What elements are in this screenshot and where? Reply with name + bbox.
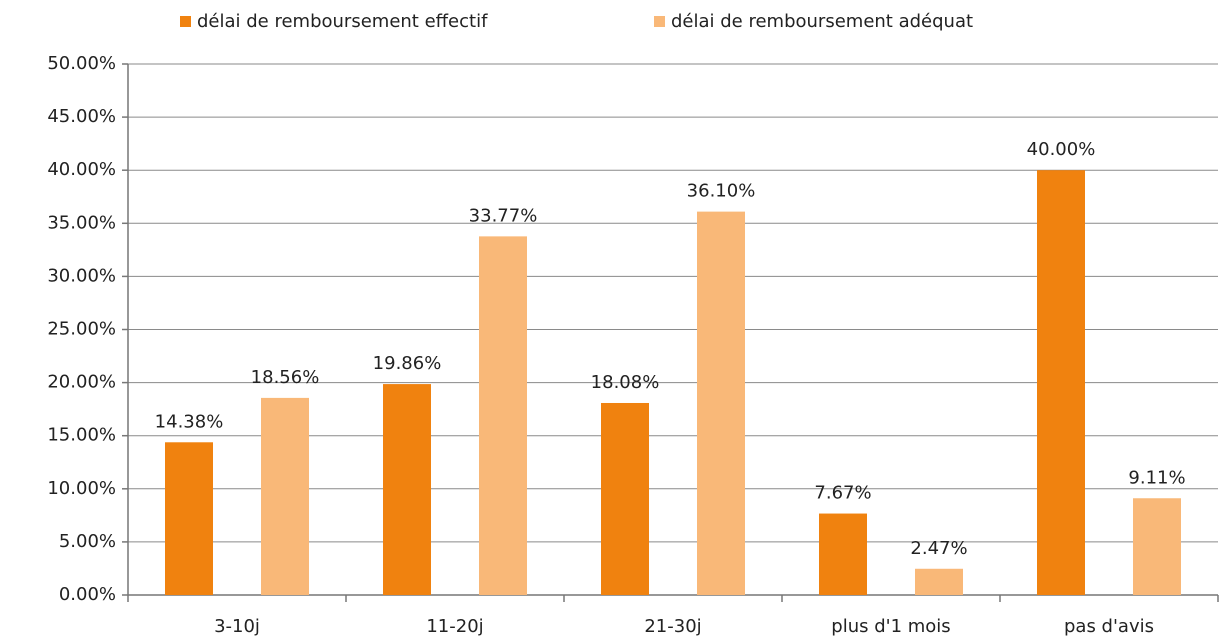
legend-label: délai de remboursement adéquat (671, 11, 973, 32)
value-label: 18.56% (251, 367, 320, 388)
x-tick-label: 3-10j (214, 616, 260, 637)
x-tick-label: pas d'avis (1064, 616, 1154, 637)
bar (915, 568, 963, 595)
bar (261, 397, 309, 595)
y-tick-label: 20.00% (47, 372, 116, 393)
bar (383, 384, 431, 595)
y-tick-label: 5.00% (59, 531, 116, 552)
y-tick-label: 45.00% (47, 106, 116, 127)
x-tick-label: plus d'1 mois (831, 616, 950, 637)
value-label: 7.67% (814, 483, 871, 504)
value-label: 33.77% (469, 205, 538, 226)
bar (601, 402, 649, 595)
legend-swatch (180, 16, 191, 27)
y-tick-label: 15.00% (47, 425, 116, 446)
value-label: 14.38% (155, 411, 224, 432)
y-tick-label: 0.00% (59, 584, 116, 605)
bar (819, 513, 867, 595)
bar (697, 211, 745, 596)
value-label: 2.47% (910, 538, 967, 559)
bar (1037, 170, 1085, 595)
value-label: 18.08% (591, 372, 660, 393)
value-label: 36.10% (687, 181, 756, 202)
y-tick-label: 50.00% (47, 53, 116, 74)
bar (165, 442, 213, 595)
legend-swatch (654, 16, 665, 27)
y-tick-label: 40.00% (47, 159, 116, 180)
x-tick-label: 21-30j (644, 616, 701, 637)
y-tick-label: 35.00% (47, 212, 116, 233)
value-label: 9.11% (1128, 467, 1185, 488)
value-label: 40.00% (1027, 139, 1096, 160)
y-tick-label: 30.00% (47, 265, 116, 286)
y-tick-label: 10.00% (47, 478, 116, 499)
y-tick-label: 25.00% (47, 319, 116, 340)
bar (1133, 498, 1181, 595)
x-tick-label: 11-20j (426, 616, 483, 637)
bar (479, 236, 527, 595)
value-label: 19.86% (373, 353, 442, 374)
legend-label: délai de remboursement effectif (197, 11, 488, 32)
